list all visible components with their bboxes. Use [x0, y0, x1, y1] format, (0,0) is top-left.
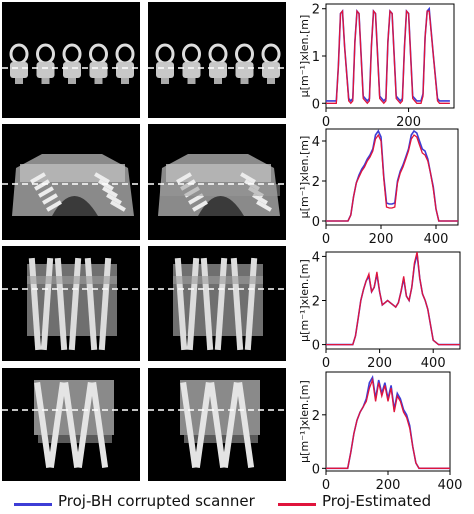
y-tick-label: 0: [312, 215, 320, 230]
legend-est-swatch: [278, 503, 316, 506]
legend-bh-label: Proj-BH corrupted scanner: [58, 492, 255, 510]
y-tick-label: 0: [312, 97, 320, 112]
y-tick-label: 2: [312, 409, 320, 424]
y-tick-label: 2: [312, 295, 320, 310]
y-tick-label: 0: [312, 339, 320, 354]
x-tick-label: 200: [367, 356, 392, 371]
legend: Proj-BH corrupted scanner Proj-Estimated: [0, 486, 474, 514]
slice-image-r4-c2: [148, 368, 286, 481]
y-tick-label: 2: [312, 175, 320, 190]
legend-bh-swatch: [14, 503, 52, 506]
y-axis-label: μ[m⁻¹]xlen.[m]: [298, 259, 311, 342]
x-tick-label: 0: [322, 356, 330, 371]
series-line-estimated: [326, 252, 460, 346]
legend-est-label: Proj-Estimated: [322, 492, 432, 510]
series-line-estimated: [326, 377, 450, 469]
x-tick-label: 0: [322, 115, 330, 130]
slice-image-r1-c2: [148, 2, 286, 118]
plot-frame: [325, 251, 461, 350]
y-axis-label: μ[m⁻¹]xlen.[m]: [298, 380, 311, 463]
y-tick-label: 2: [312, 3, 320, 18]
y-tick-label: 1: [312, 50, 320, 65]
series-line-estimated: [326, 9, 450, 105]
y-tick-label: 0: [312, 462, 320, 477]
slice-image-r2-c1: [2, 124, 140, 240]
slice-image-r3-c2: [148, 246, 286, 361]
series-line-estimated: [326, 133, 458, 222]
x-tick-label: 400: [424, 232, 449, 247]
plot-frame: [325, 371, 451, 472]
y-axis-label: μ[m⁻¹]xlen.[m]: [298, 136, 311, 219]
x-tick-label: 200: [396, 115, 421, 130]
x-tick-label: 0: [322, 478, 330, 493]
x-tick-label: 0: [322, 232, 330, 247]
x-tick-label: 200: [369, 232, 394, 247]
x-tick-label: 400: [438, 478, 463, 493]
y-tick-label: 4: [312, 135, 320, 150]
y-axis-label: μ[m⁻¹]xlen.[m]: [298, 15, 311, 98]
slice-image-r3-c1: [2, 246, 140, 361]
slice-image-r1-c1: [2, 2, 140, 118]
x-tick-label: 400: [421, 356, 446, 371]
slice-image-r2-c2: [148, 124, 286, 240]
y-tick-label: 4: [312, 250, 320, 265]
x-tick-label: 200: [376, 478, 401, 493]
slice-image-r4-c1: [2, 368, 140, 481]
